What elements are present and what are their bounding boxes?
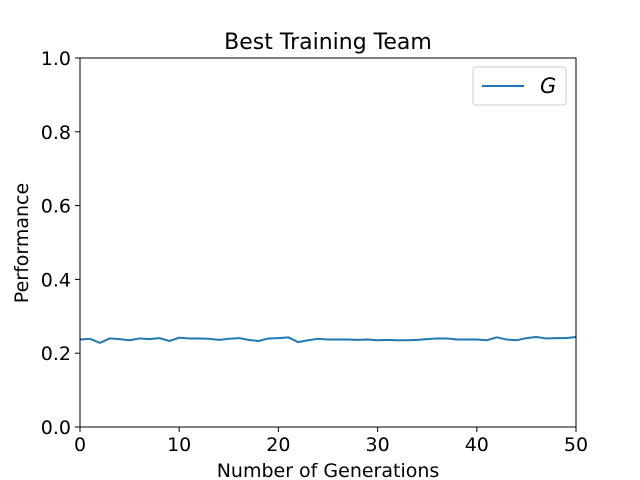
x-tick-label: 10	[167, 434, 191, 456]
legend: G	[472, 66, 567, 106]
y-tick-label: 0.4	[41, 269, 71, 291]
y-tick-label: 0.2	[41, 343, 71, 365]
series-layer	[79, 335, 577, 344]
y-tick-label: 0.6	[41, 196, 71, 218]
y-tick-label: 0.0	[41, 417, 71, 439]
y-axis-label: Performance	[11, 183, 33, 303]
x-axis: 0 10 20 30 40 50	[74, 427, 588, 456]
legend-label-g: G	[540, 74, 556, 98]
x-axis-label: Number of Generations	[217, 460, 440, 480]
y-tick-label: 0.8	[41, 122, 71, 144]
x-tick-label: 20	[266, 434, 290, 456]
chart-title: Best Training Team	[224, 30, 432, 55]
y-tick-label: 1.0	[41, 48, 71, 70]
x-tick-label: 30	[366, 434, 390, 456]
x-tick-label: 0	[74, 434, 86, 456]
x-tick-label: 50	[564, 434, 588, 456]
y-axis: 0.0 0.2 0.4 0.6 0.8 1.0	[41, 48, 80, 439]
series-line-g	[79, 335, 577, 344]
x-tick-label: 40	[465, 434, 489, 456]
plot-frame	[79, 57, 577, 428]
